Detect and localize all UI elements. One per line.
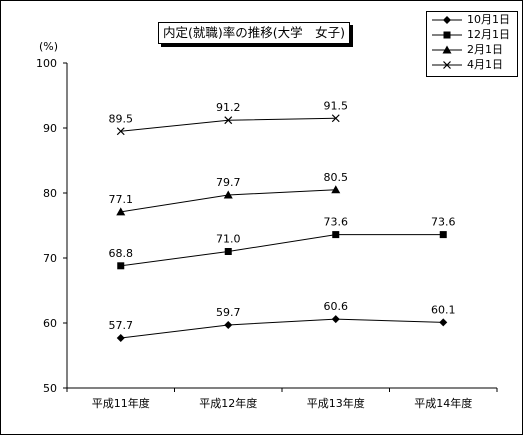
data-point [332,231,340,239]
data-label: 57.7 [109,319,134,332]
legend-swatch [432,45,462,54]
legend-item: 4月1日 [427,58,517,72]
data-point [331,315,340,324]
data-point [116,127,125,136]
data-label: 68.8 [109,247,134,260]
chart-title: 内定(就職)率の推移(大学 女子) [158,22,351,44]
legend-marker [443,61,451,69]
data-point [439,318,448,327]
y-tick-label: 80 [43,187,57,200]
x-tick-label: 平成12年度 [199,396,257,410]
series-line [120,318,444,339]
legend-item: 12月1日 [427,28,517,42]
legend-label: 12月1日 [467,28,510,41]
series-4月1日: 89.5 91.2 91.5 [109,99,349,136]
data-label: 73.6 [431,216,456,229]
series-10月1日: 57.7 59.7 60.6 60.1 [109,300,456,342]
data-label: 80.5 [324,171,349,184]
y-unit-label: (%) [39,40,58,53]
data-point [224,248,232,255]
y-tick-label: 70 [43,252,57,265]
data-label: 60.6 [324,300,349,313]
y-tick-label: 50 [43,382,57,395]
legend-label: 2月1日 [467,43,503,56]
data-label: 73.6 [324,216,349,229]
data-label: 59.7 [216,306,241,319]
legend-marker [443,31,451,39]
data-point [223,190,233,199]
y-tick-label: 100 [36,57,57,70]
data-point [331,114,340,123]
legend-swatch [432,31,462,39]
x-tick-label: 平成14年度 [414,396,472,410]
data-label: 79.7 [216,176,241,189]
legend-label: 10月1日 [467,13,510,26]
data-point [224,116,233,125]
x-tick-label: 平成11年度 [92,396,150,410]
data-label: 60.1 [431,303,456,316]
chart-legend: 10月1日 12月1日 2月1日 4月1日 [426,11,518,77]
data-point [116,207,126,216]
legend-swatch [432,16,462,24]
data-label: 91.5 [324,99,349,112]
legend-swatch [432,61,462,69]
y-tick-label: 90 [43,122,57,135]
series-12月1日: 68.8 71.0 73.6 73.6 [109,216,456,270]
legend-marker [443,16,451,24]
legend-marker [442,45,452,54]
data-point [116,333,125,342]
legend-item: 10月1日 [427,13,517,27]
data-label: 91.2 [216,101,241,114]
legend-item: 2月1日 [427,43,517,57]
data-label: 71.0 [216,233,241,246]
data-label: 77.1 [109,193,134,206]
legend-label: 4月1日 [467,58,503,71]
series-line [120,234,444,267]
data-point [331,185,341,194]
data-label: 89.5 [109,112,134,125]
series-2月1日: 77.1 79.7 80.5 [109,171,349,216]
data-point [224,320,233,329]
data-point [117,262,125,270]
y-tick-label: 60 [43,317,57,330]
data-point [439,231,447,239]
x-tick-label: 平成13年度 [307,396,365,410]
